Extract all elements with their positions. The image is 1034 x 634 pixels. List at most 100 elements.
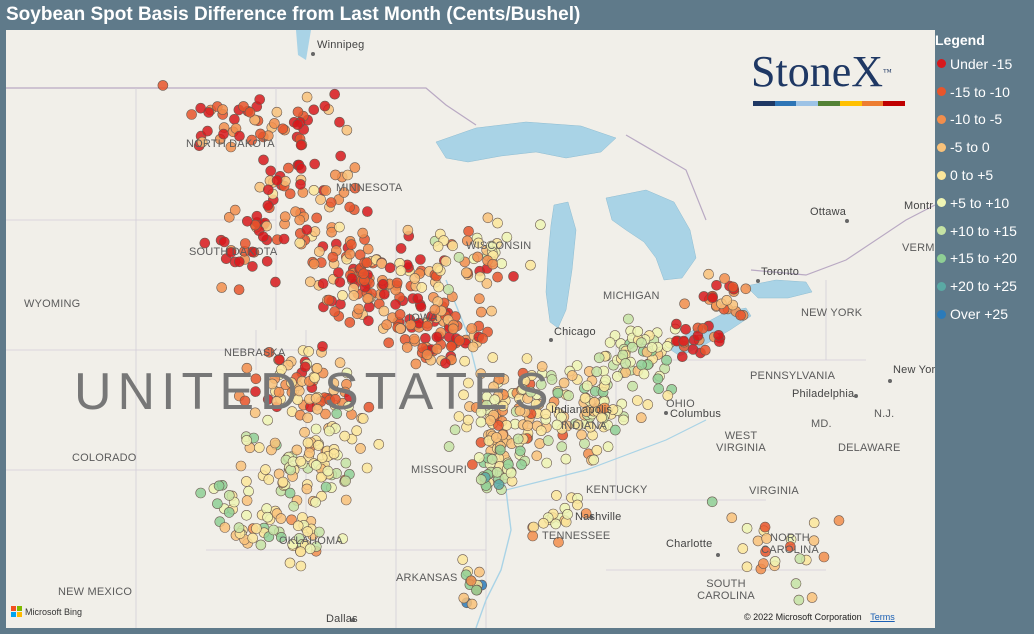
basis-marker[interactable] <box>454 335 465 346</box>
basis-marker[interactable] <box>361 462 373 474</box>
basis-marker[interactable] <box>250 373 262 385</box>
basis-marker[interactable] <box>475 406 487 418</box>
basis-marker[interactable] <box>531 450 543 462</box>
legend-item[interactable]: +10 to +15 <box>935 217 1034 245</box>
basis-marker[interactable] <box>363 315 374 327</box>
basis-marker[interactable] <box>475 368 487 380</box>
basis-marker[interactable] <box>458 592 470 604</box>
basis-marker[interactable] <box>707 292 718 304</box>
basis-marker[interactable] <box>535 219 546 230</box>
basis-marker[interactable] <box>329 306 341 317</box>
basis-marker[interactable] <box>612 371 623 382</box>
basis-marker[interactable] <box>353 303 365 315</box>
basis-marker[interactable] <box>310 496 321 508</box>
basis-marker[interactable] <box>213 480 225 492</box>
basis-marker[interactable] <box>713 329 724 341</box>
basis-marker[interactable] <box>563 390 574 402</box>
basis-marker[interactable] <box>471 584 482 596</box>
basis-marker[interactable] <box>727 281 739 293</box>
basis-marker[interactable] <box>341 124 353 136</box>
basis-marker[interactable] <box>719 273 730 284</box>
basis-marker[interactable] <box>676 351 688 363</box>
basis-marker[interactable] <box>216 282 227 293</box>
basis-marker[interactable] <box>661 341 673 352</box>
basis-marker[interactable] <box>679 298 690 310</box>
basis-marker[interactable] <box>449 424 461 436</box>
basis-marker[interactable] <box>489 394 501 406</box>
basis-marker[interactable] <box>295 546 306 558</box>
basis-marker[interactable] <box>487 352 499 363</box>
basis-marker[interactable] <box>262 200 274 211</box>
basis-marker[interactable] <box>652 373 664 385</box>
legend-item[interactable]: 0 to +5 <box>935 161 1034 189</box>
basis-marker[interactable] <box>790 578 802 589</box>
basis-marker[interactable] <box>726 512 738 524</box>
basis-marker[interactable] <box>309 158 321 170</box>
basis-marker[interactable] <box>528 521 539 533</box>
basis-marker[interactable] <box>585 421 596 433</box>
basis-marker[interactable] <box>269 437 281 449</box>
basis-marker[interactable] <box>286 377 297 389</box>
basis-marker[interactable] <box>244 107 256 118</box>
basis-marker[interactable] <box>251 523 262 534</box>
basis-marker[interactable] <box>416 282 428 293</box>
basis-marker[interactable] <box>218 128 229 140</box>
basis-marker[interactable] <box>277 123 289 135</box>
basis-marker[interactable] <box>344 248 356 260</box>
basis-marker[interactable] <box>551 419 563 431</box>
basis-marker[interactable] <box>833 515 845 526</box>
basis-marker[interactable] <box>618 414 629 426</box>
basis-marker[interactable] <box>334 116 345 128</box>
basis-marker[interactable] <box>292 119 304 130</box>
basis-marker[interactable] <box>475 474 487 485</box>
basis-marker[interactable] <box>542 435 554 446</box>
basis-marker[interactable] <box>310 459 322 471</box>
basis-marker[interactable] <box>330 393 341 405</box>
basis-marker[interactable] <box>271 396 283 407</box>
basis-marker[interactable] <box>394 309 406 320</box>
basis-marker[interactable] <box>202 125 213 137</box>
basis-marker[interactable] <box>546 374 558 385</box>
basis-marker[interactable] <box>344 201 356 213</box>
basis-marker[interactable] <box>295 163 307 174</box>
basis-marker[interactable] <box>488 381 499 393</box>
basis-marker[interactable] <box>247 261 258 272</box>
basis-marker[interactable] <box>412 293 424 304</box>
basis-marker[interactable] <box>234 256 245 268</box>
basis-marker[interactable] <box>295 455 307 467</box>
basis-marker[interactable] <box>692 330 704 342</box>
basis-marker[interactable] <box>288 500 300 512</box>
basis-marker[interactable] <box>271 106 283 118</box>
basis-marker[interactable] <box>409 273 421 284</box>
basis-marker[interactable] <box>516 459 527 471</box>
basis-marker[interactable] <box>627 380 638 392</box>
basis-marker[interactable] <box>313 440 324 451</box>
basis-marker[interactable] <box>579 392 591 404</box>
basis-marker[interactable] <box>225 247 237 258</box>
basis-marker[interactable] <box>340 475 351 487</box>
basis-marker[interactable] <box>287 538 298 550</box>
basis-marker[interactable] <box>433 281 444 293</box>
basis-marker[interactable] <box>349 162 361 173</box>
basis-marker[interactable] <box>313 526 325 538</box>
basis-marker[interactable] <box>241 362 253 374</box>
basis-marker[interactable] <box>566 370 578 381</box>
basis-marker[interactable] <box>420 332 431 344</box>
basis-marker[interactable] <box>445 341 457 352</box>
basis-marker[interactable] <box>308 258 320 270</box>
basis-marker[interactable] <box>225 141 237 153</box>
basis-marker[interactable] <box>304 447 315 459</box>
basis-marker[interactable] <box>315 471 327 483</box>
basis-marker[interactable] <box>553 536 564 548</box>
basis-marker[interactable] <box>496 258 508 269</box>
basis-marker[interactable] <box>337 533 349 545</box>
basis-marker[interactable] <box>512 433 524 445</box>
legend-item[interactable]: +15 to +20 <box>935 245 1034 273</box>
basis-marker[interactable] <box>572 499 583 511</box>
basis-marker[interactable] <box>362 243 374 255</box>
basis-marker[interactable] <box>284 188 296 200</box>
basis-marker[interactable] <box>320 408 331 420</box>
basis-marker[interactable] <box>241 435 252 446</box>
basis-marker[interactable] <box>312 403 323 415</box>
basis-marker[interactable] <box>581 406 592 417</box>
